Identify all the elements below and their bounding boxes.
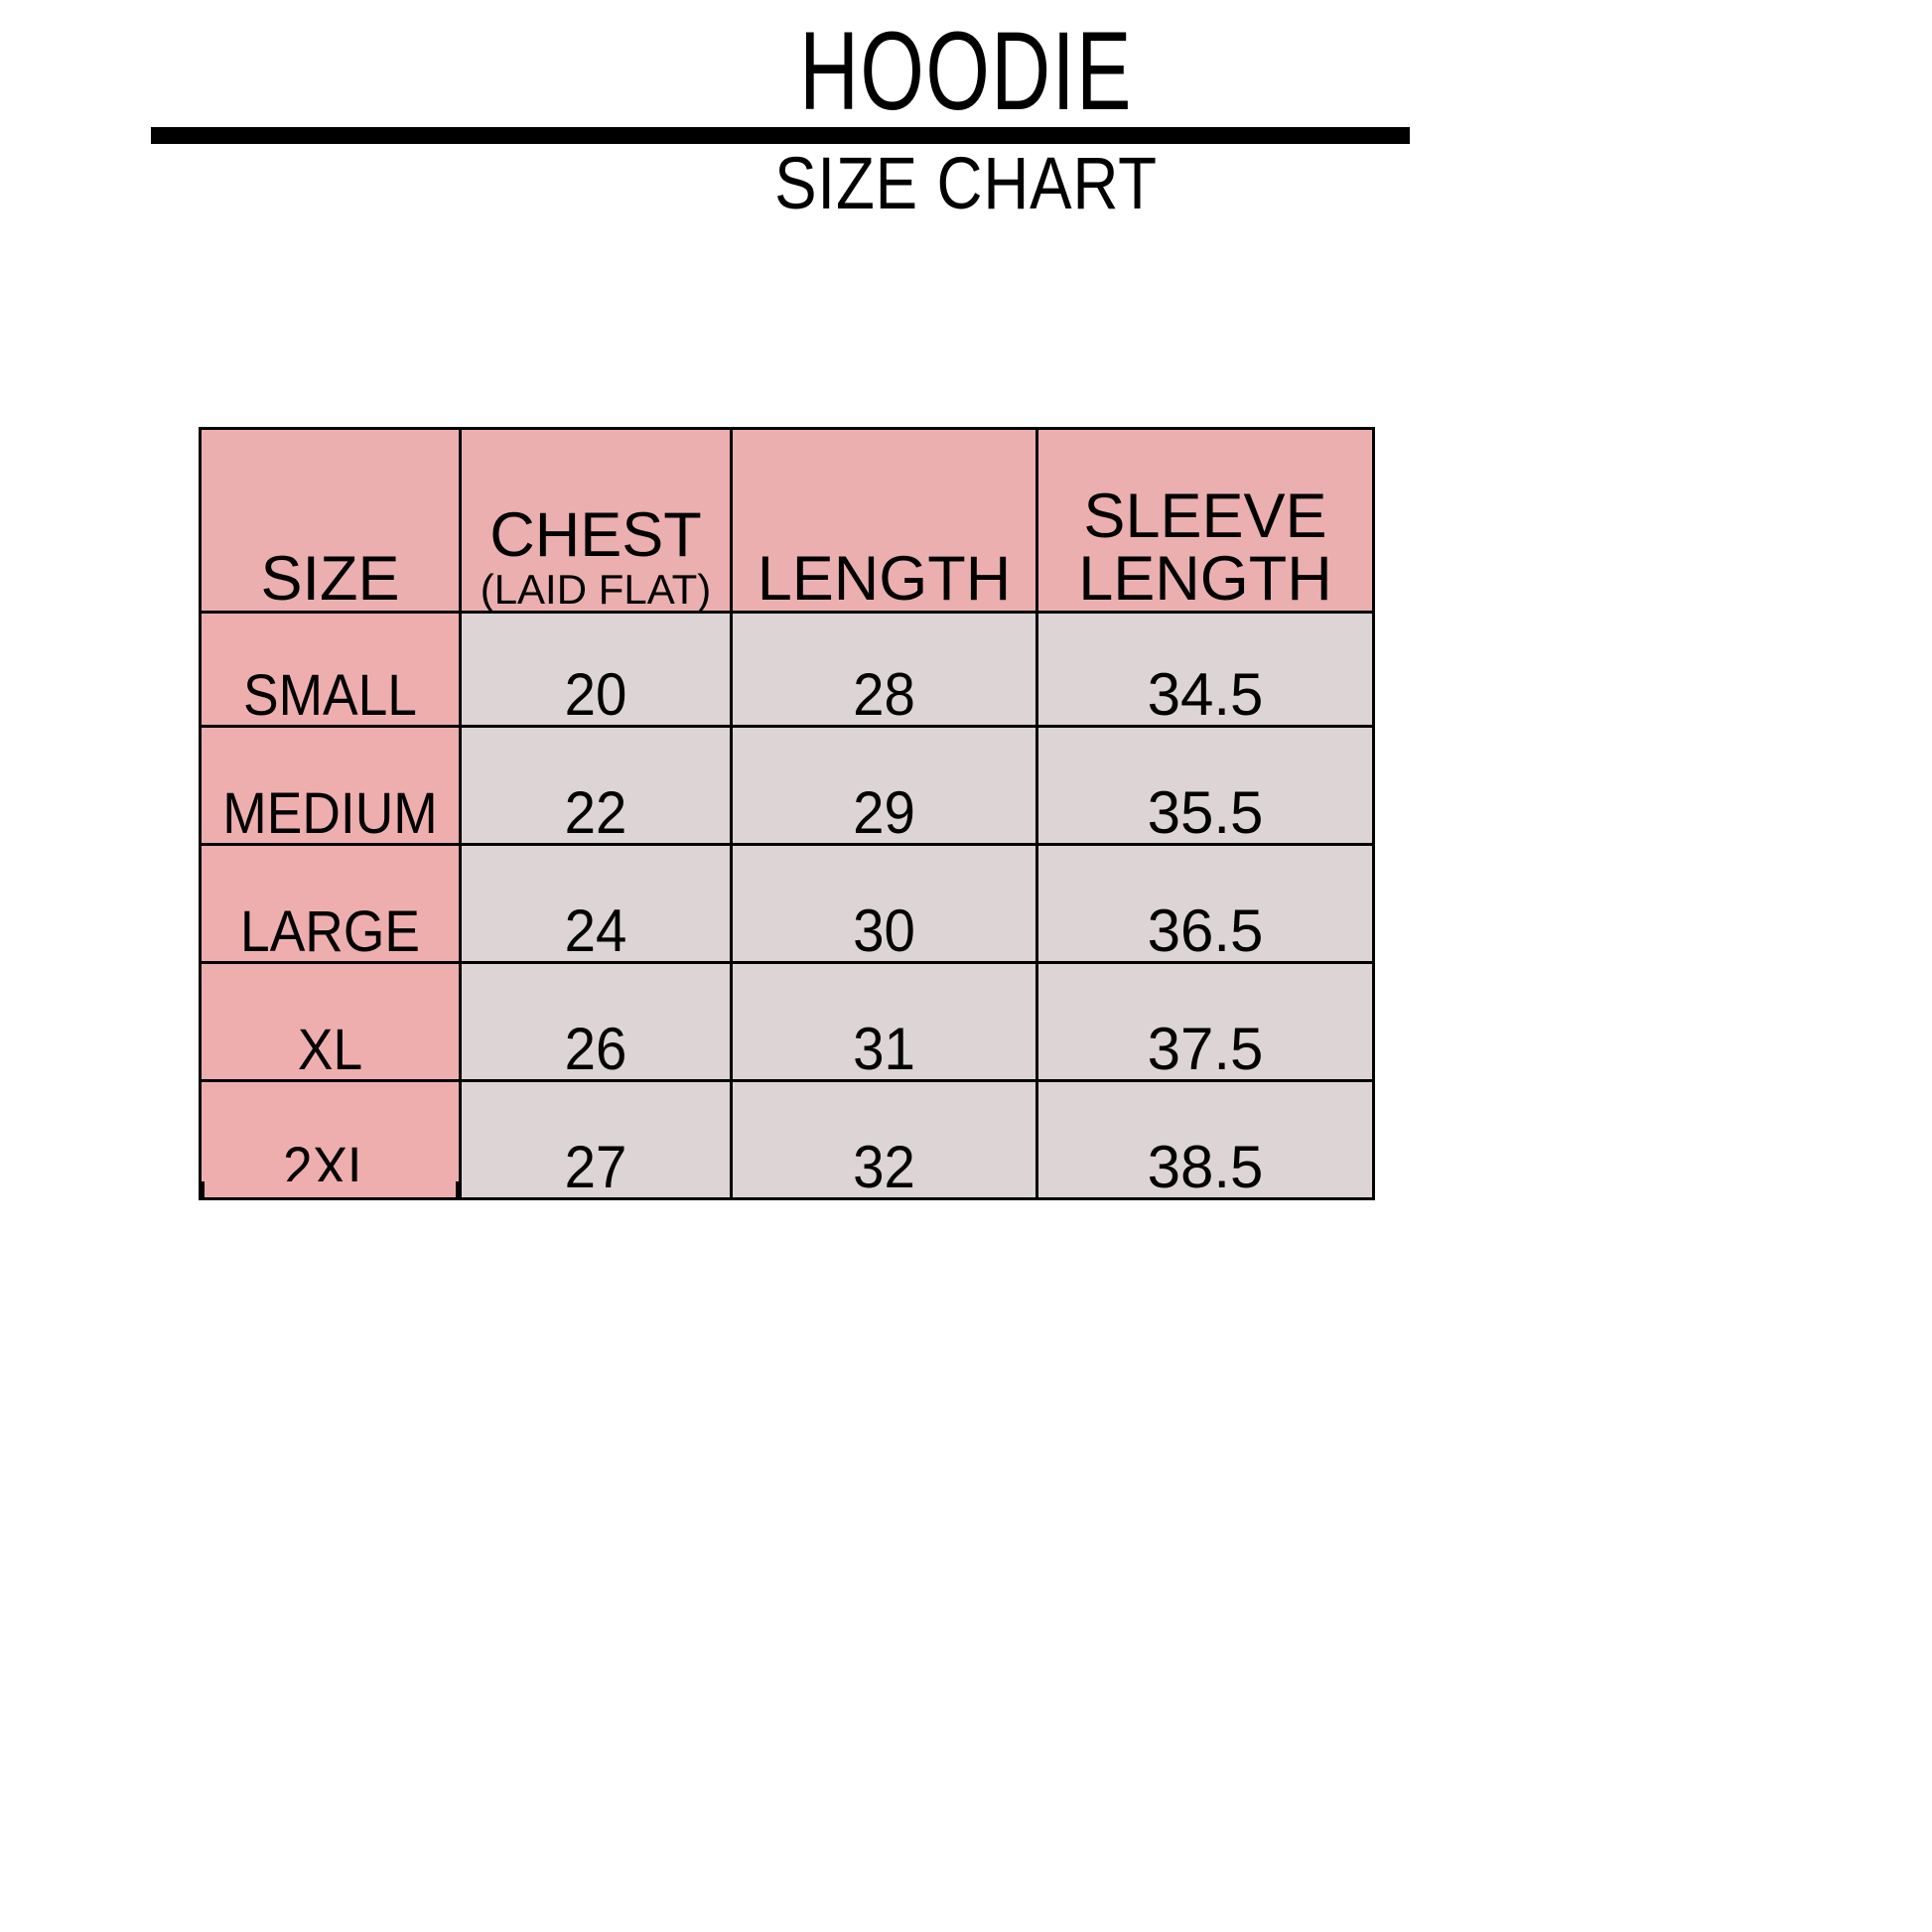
column-header-chest-sublabel: (LAID FLAT) [480, 566, 712, 613]
size-chart-table: SIZE CHEST (LAID FLAT) LENGTH [199, 427, 1375, 1200]
table-row: 2XL 27 32 38.5 [199, 1079, 1375, 1200]
table-row: MEDIUM 22 29 35.5 [199, 725, 1375, 846]
column-header-chest: CHEST (LAID FLAT) [459, 427, 733, 614]
column-header-chest-label: CHEST [489, 500, 702, 570]
column-header-length: LENGTH [730, 427, 1038, 614]
cell-chest: 26 [459, 961, 733, 1082]
column-header-sleeve-label: SLEEVE [1083, 482, 1327, 551]
page-subtitle: SIZE CHART [774, 142, 1158, 224]
cell-length: 31 [730, 961, 1038, 1082]
table-header-row: SIZE CHEST (LAID FLAT) LENGTH [199, 427, 1375, 614]
column-header-size: SIZE [199, 427, 462, 614]
table-header: SIZE CHEST (LAID FLAT) LENGTH [199, 427, 1375, 614]
column-header-sleeve-sublabel: LENGTH [1078, 544, 1332, 614]
cell-chest: 20 [459, 611, 733, 728]
table-body: SMALL 20 28 34.5 MEDIUM 22 29 35.5 LARGE… [199, 611, 1375, 1200]
table-bottom-accent [202, 1181, 459, 1197]
cell-size: LARGE [199, 843, 462, 964]
cell-size: SMALL [199, 611, 462, 728]
cell-chest: 27 [459, 1079, 733, 1200]
cell-chest: 22 [459, 725, 733, 846]
cell-sleeve-length: 37.5 [1035, 961, 1375, 1082]
cell-length: 29 [730, 725, 1038, 846]
column-header-length-label: LENGTH [757, 544, 1012, 614]
cell-length: 28 [730, 611, 1038, 728]
title-divider [151, 127, 1410, 144]
cell-chest: 24 [459, 843, 733, 964]
title-block: HOODIE [0, 16, 1932, 127]
page-title: HOODIE [799, 9, 1133, 133]
cell-size: MEDIUM [199, 725, 462, 846]
cell-size: XL [199, 961, 462, 1082]
cell-length: 32 [730, 1079, 1038, 1200]
table-row: XL 26 31 37.5 [199, 961, 1375, 1082]
cell-sleeve-length: 36.5 [1035, 843, 1375, 964]
column-header-sleeve-length: SLEEVE LENGTH [1035, 427, 1375, 614]
cell-sleeve-length: 38.5 [1035, 1079, 1375, 1200]
cell-length: 30 [730, 843, 1038, 964]
size-chart-table-wrapper: SIZE CHEST (LAID FLAT) LENGTH [199, 427, 1375, 1200]
cell-sleeve-length: 35.5 [1035, 725, 1375, 846]
table-row: LARGE 24 30 36.5 [199, 843, 1375, 964]
cell-size: 2XL [199, 1079, 462, 1200]
table-row: SMALL 20 28 34.5 [199, 611, 1375, 728]
column-header-size-label: SIZE [260, 544, 400, 614]
cell-sleeve-length: 34.5 [1035, 611, 1375, 728]
